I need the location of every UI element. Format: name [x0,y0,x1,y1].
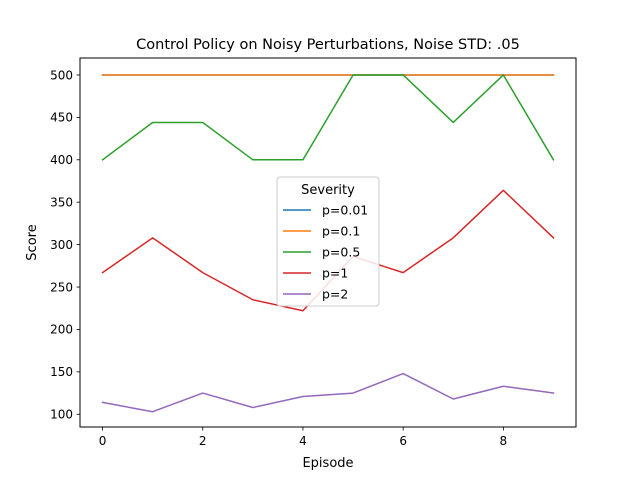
x-axis-label: Episode [302,456,353,471]
chart-title: Control Policy on Noisy Perturbations, N… [136,37,520,53]
x-tick-label: 4 [299,434,307,448]
y-tick-label: 450 [50,111,73,125]
legend-label-3: p=1 [322,266,348,281]
y-tick-label: 300 [50,238,73,252]
legend-title: Severity [301,183,355,198]
legend-label-0: p=0.01 [322,203,368,218]
legend-label-2: p=0.5 [322,245,360,260]
x-tick-label: 8 [500,434,508,448]
y-axis-label: Score [25,224,40,260]
series-line-2 [101,74,555,161]
legend: Severity p=0.01 p=0.1 p=0.5 p=1 p=2 [276,176,380,307]
x-tick-label: 6 [399,434,407,448]
legend-entries: p=0.01 p=0.1 p=0.5 p=1 p=2 [283,203,368,302]
y-tick-label: 400 [50,153,73,167]
x-tick-label: 2 [199,434,207,448]
y-tick-label: 350 [50,196,73,210]
y-tick-label: 150 [50,365,73,379]
y-tick-label: 250 [50,280,73,294]
y-tick-label: 100 [50,408,73,422]
legend-label-4: p=2 [322,287,348,302]
y-tick-label: 200 [50,323,73,337]
plot-frame [79,57,577,428]
legend-label-1: p=0.1 [322,224,360,239]
x-tick-label: 0 [99,434,107,448]
y-axis: 100 150 200 250 300 350 400 450 500 [50,68,80,422]
y-tick-label: 500 [50,68,73,82]
x-axis: 0 2 4 6 8 [99,427,507,448]
series-line-4 [101,372,555,413]
